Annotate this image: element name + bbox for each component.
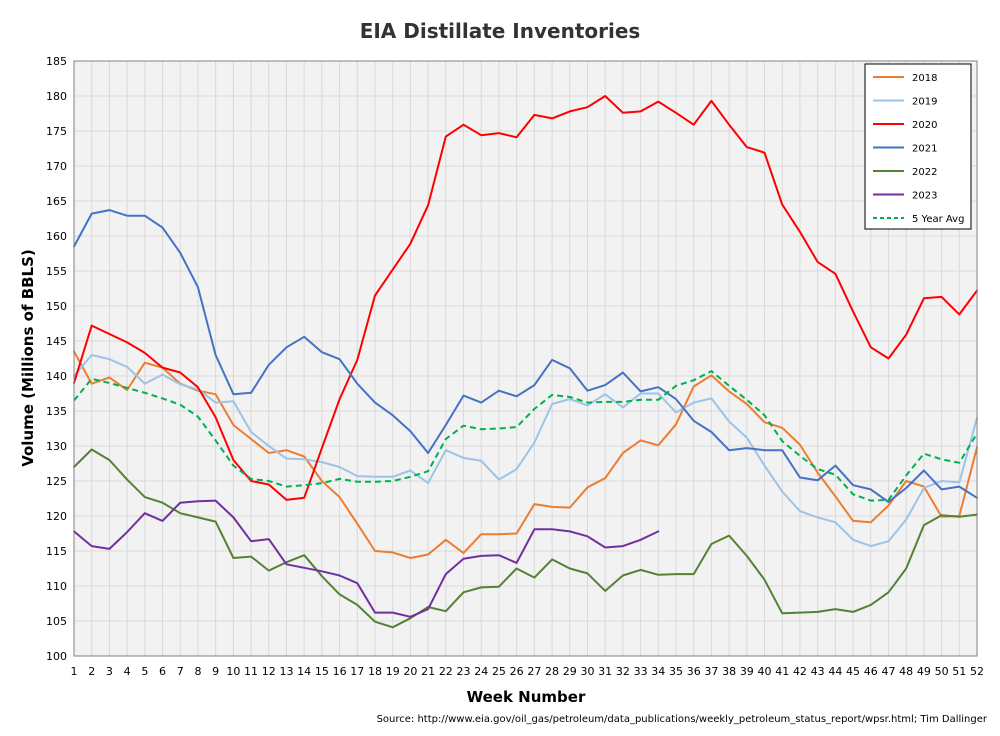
x-tick-label: 9 xyxy=(212,665,219,678)
x-tick-label: 20 xyxy=(403,665,417,678)
legend-label: 5 Year Avg xyxy=(912,214,964,225)
legend-label: 2020 xyxy=(912,120,937,131)
y-tick-label: 110 xyxy=(46,580,67,593)
x-tick-label: 24 xyxy=(474,665,488,678)
x-tick-label: 38 xyxy=(722,665,736,678)
y-tick-label: 125 xyxy=(46,475,67,488)
x-tick-label: 47 xyxy=(881,665,895,678)
x-tick-label: 29 xyxy=(563,665,577,678)
y-tick-label: 140 xyxy=(46,370,67,383)
x-tick-label: 44 xyxy=(828,665,842,678)
y-axis-label: Volume (Millions of BBLS) xyxy=(19,249,37,467)
x-tick-label: 3 xyxy=(106,665,113,678)
x-tick-label: 52 xyxy=(970,665,984,678)
x-tick-label: 2 xyxy=(88,665,95,678)
y-tick-label: 185 xyxy=(46,55,67,68)
y-tick-label: 100 xyxy=(46,650,67,663)
x-tick-label: 46 xyxy=(864,665,878,678)
x-tick-label: 4 xyxy=(124,665,131,678)
x-tick-label: 35 xyxy=(669,665,683,678)
legend-label: 2018 xyxy=(912,73,937,84)
series-line-2018 xyxy=(73,350,978,559)
series-line-2023 xyxy=(73,499,660,618)
x-tick-label: 33 xyxy=(634,665,648,678)
x-tick-label: 8 xyxy=(194,665,201,678)
x-tick-label: 15 xyxy=(315,665,329,678)
x-tick-label: 14 xyxy=(297,665,311,678)
x-tick-label: 51 xyxy=(952,665,966,678)
y-tick-label: 115 xyxy=(46,545,67,558)
x-tick-label: 5 xyxy=(141,665,148,678)
x-tick-label: 23 xyxy=(457,665,471,678)
legend: 2018 2019 2020 2021 2022 2023 5 Year Avg xyxy=(864,63,972,230)
series-line-2022 xyxy=(73,448,978,629)
x-tick-label: 37 xyxy=(704,665,718,678)
legend-label: 2023 xyxy=(912,191,937,202)
y-tick-label: 135 xyxy=(46,405,67,418)
chart-title: EIA Distillate Inventories xyxy=(360,19,641,43)
x-tick-label: 18 xyxy=(368,665,382,678)
x-tick-label: 6 xyxy=(159,665,166,678)
x-tick-label: 41 xyxy=(775,665,789,678)
series-line-2019 xyxy=(73,354,978,548)
x-tick-label: 50 xyxy=(935,665,949,678)
y-tick-label: 150 xyxy=(46,300,67,313)
y-tick-label: 165 xyxy=(46,195,67,208)
x-tick-label: 26 xyxy=(510,665,524,678)
x-tick-label: 49 xyxy=(917,665,931,678)
x-tick-label: 17 xyxy=(350,665,364,678)
x-tick-label: 32 xyxy=(616,665,630,678)
source-note: Source: http://www.eia.gov/oil_gas/petro… xyxy=(377,714,988,725)
y-tick-label: 180 xyxy=(46,90,67,103)
y-tick-label: 120 xyxy=(46,510,67,523)
legend-label: 2019 xyxy=(912,97,937,108)
x-tick-label: 22 xyxy=(439,665,453,678)
x-tick-label: 19 xyxy=(386,665,400,678)
plot-area xyxy=(74,61,977,656)
x-tick-label: 28 xyxy=(545,665,559,678)
x-tick-label: 48 xyxy=(899,665,913,678)
x-tick-label: 10 xyxy=(226,665,240,678)
x-axis-label: Week Number xyxy=(467,688,586,706)
x-tick-label: 30 xyxy=(580,665,594,678)
legend-label: 2022 xyxy=(912,167,937,178)
y-tick-label: 155 xyxy=(46,265,67,278)
x-tick-label: 12 xyxy=(262,665,276,678)
x-tick-label: 16 xyxy=(333,665,347,678)
x-tick-label: 45 xyxy=(846,665,860,678)
y-axis: 100 105 110 115 120 125 130 135 140 145 150 155 160 1… xyxy=(46,55,67,663)
x-tick-label: 7 xyxy=(177,665,184,678)
x-axis: 1 2 3 4 5 6 7 8 9 10 11 12 13 14 15 16 17 18 19 20 21 22 23 24 2… xyxy=(71,665,985,678)
x-tick-label: 34 xyxy=(651,665,665,678)
series-line-2020 xyxy=(73,95,978,501)
series-layer xyxy=(73,95,978,629)
plot-border xyxy=(73,60,978,657)
x-tick-label: 39 xyxy=(740,665,754,678)
y-tick-label: 105 xyxy=(46,615,67,628)
x-tick-label: 27 xyxy=(527,665,541,678)
series-line-2021 xyxy=(73,209,978,503)
x-tick-label: 1 xyxy=(71,665,78,678)
y-tick-label: 145 xyxy=(46,335,67,348)
x-tick-label: 40 xyxy=(758,665,772,678)
x-tick-label: 11 xyxy=(244,665,258,678)
x-tick-label: 42 xyxy=(793,665,807,678)
x-tick-label: 21 xyxy=(421,665,435,678)
x-tick-label: 43 xyxy=(811,665,825,678)
y-tick-label: 130 xyxy=(46,440,67,453)
y-tick-label: 170 xyxy=(46,160,67,173)
legend-label: 2021 xyxy=(912,144,937,155)
x-tick-label: 13 xyxy=(279,665,293,678)
x-tick-label: 36 xyxy=(687,665,701,678)
x-tick-label: 31 xyxy=(598,665,612,678)
y-tick-label: 175 xyxy=(46,125,67,138)
x-tick-label: 25 xyxy=(492,665,506,678)
grid xyxy=(73,60,978,657)
y-tick-label: 160 xyxy=(46,230,67,243)
